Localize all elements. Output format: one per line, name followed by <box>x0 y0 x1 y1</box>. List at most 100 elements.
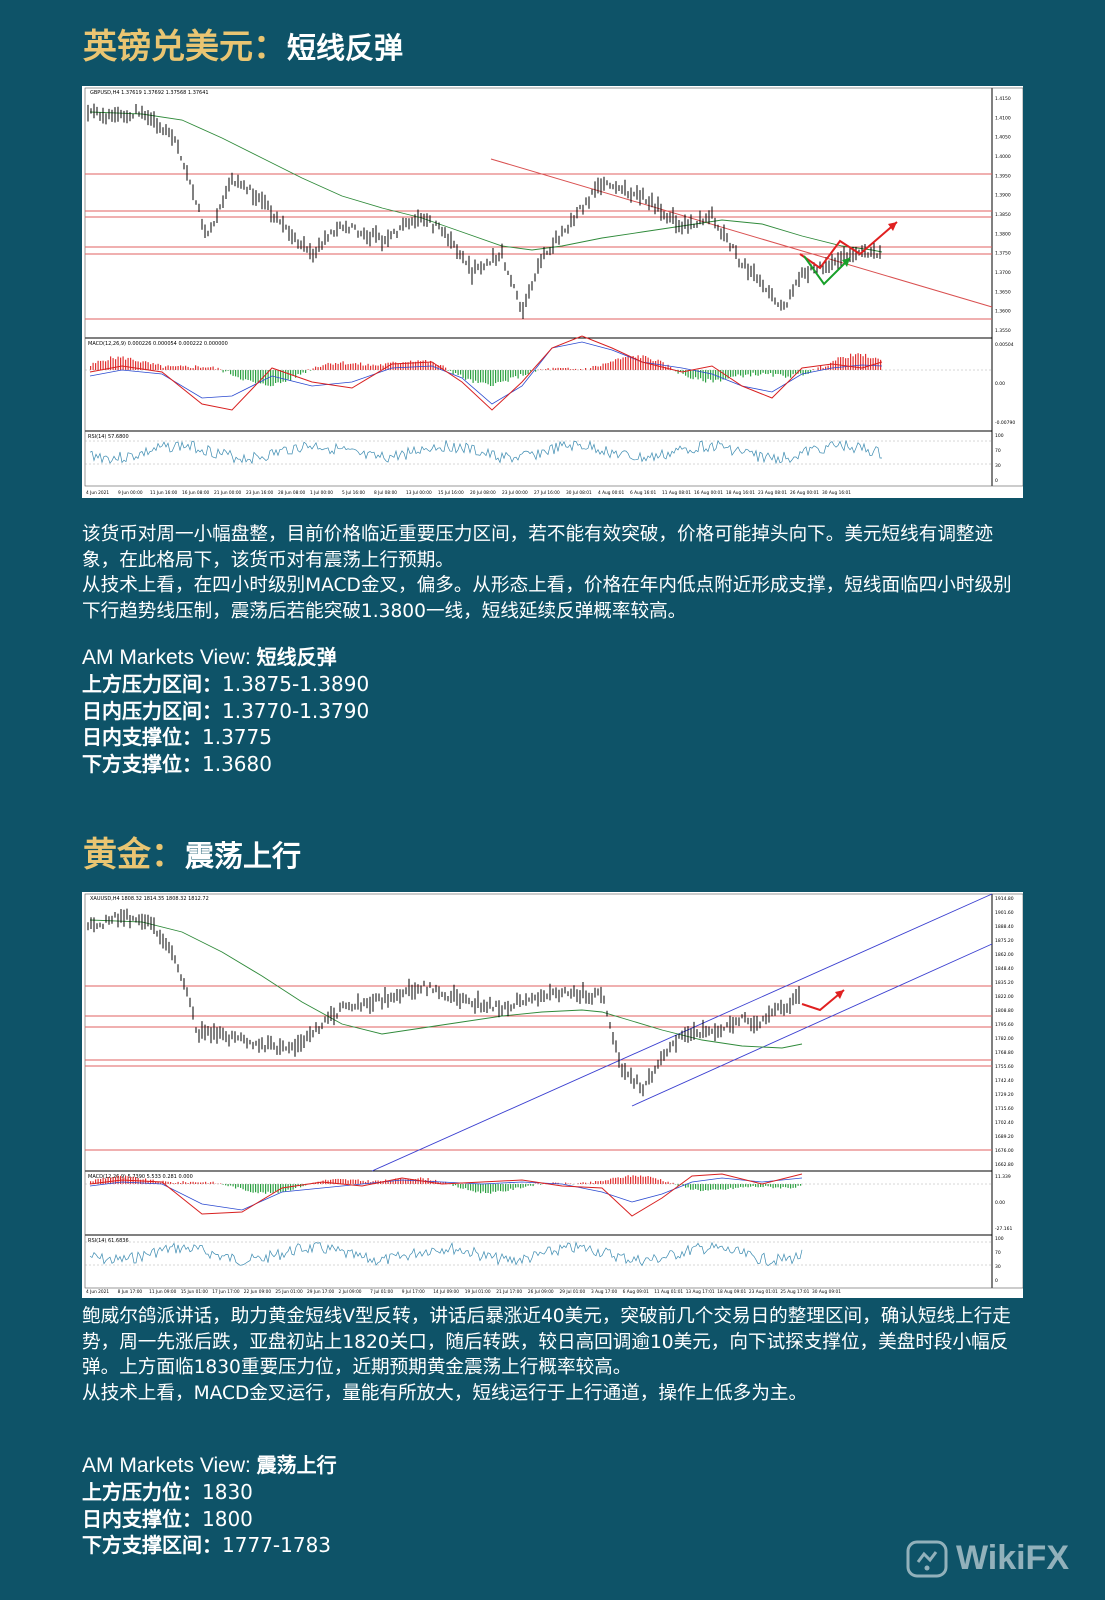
macd-bar-108 <box>360 1181 362 1184</box>
macd-bar-283 <box>797 1184 799 1186</box>
macd-bar-133 <box>422 360 424 370</box>
c1rsiax-tick-2: 30 <box>995 463 1001 469</box>
macd-bar-315 <box>877 358 879 370</box>
macd-bar-81 <box>292 370 294 376</box>
section2-view-value-3: 1777-1783 <box>222 1533 332 1558</box>
macd-bar-225 <box>652 361 654 370</box>
macd-bar-171 <box>517 1184 519 1188</box>
macd-bar-103 <box>347 1180 349 1184</box>
macd-bar-72 <box>270 370 272 387</box>
macd-bar-116 <box>380 364 382 370</box>
macd-bar-140 <box>440 1182 442 1184</box>
macd-bar-124 <box>400 363 402 370</box>
macd-bar-43 <box>197 366 199 370</box>
macd-bar-256 <box>730 1184 732 1188</box>
macd-bar-274 <box>775 370 777 374</box>
macd-bar-97 <box>332 364 334 370</box>
macd-bar-210 <box>615 1177 617 1184</box>
macd-bar-144 <box>450 370 452 371</box>
macd-bar-256 <box>730 370 732 377</box>
macd-bar-193 <box>572 369 574 370</box>
macd-bar-275 <box>777 370 779 374</box>
macd-bar-27 <box>157 363 159 370</box>
macd-bar-180 <box>540 1184 542 1185</box>
macd-bar-36 <box>180 365 182 370</box>
macd-bar-237 <box>682 1184 684 1186</box>
macd-bar-23 <box>147 362 149 370</box>
macd-bar-280 <box>790 370 792 378</box>
c2dates-tick-12: 19 Jul 01:00 <box>465 1289 491 1295</box>
macd-bar-227 <box>657 1179 659 1184</box>
macd-bar-167 <box>507 370 509 382</box>
c1dates-tick-2: 11 Jun 16:00 <box>150 490 178 496</box>
macd-bar-200 <box>590 1181 592 1184</box>
c2dates-tick-17: 6 Aug 09:01 <box>623 1289 650 1295</box>
macd-bar-273 <box>772 370 774 377</box>
macd-bar-255 <box>727 370 729 379</box>
macd-bar-82 <box>295 370 297 378</box>
macd-bar-222 <box>645 1176 647 1184</box>
macd-bar-281 <box>792 1184 794 1188</box>
macd-bar-73 <box>272 1184 274 1193</box>
c2dates-tick-3: 15 Jun 01:00 <box>181 1289 209 1295</box>
macd-bar-0 <box>90 1181 92 1184</box>
macd-bar-65 <box>252 370 254 382</box>
macd-bar-147 <box>457 370 459 376</box>
macd-bar-18 <box>135 361 137 370</box>
macd-bar-289 <box>812 369 814 370</box>
macd-bar-108 <box>360 362 362 370</box>
macd-bar-204 <box>600 1180 602 1184</box>
macd-bar-8 <box>110 1177 112 1184</box>
macd-bar-40 <box>190 1181 192 1184</box>
macd-bar-103 <box>347 364 349 370</box>
macd-bar-250 <box>715 1184 717 1190</box>
macd-bar-245 <box>702 1184 704 1191</box>
macd-bar-173 <box>522 370 524 376</box>
macd-bar-216 <box>630 1176 632 1184</box>
macd-bar-267 <box>757 370 759 376</box>
macd-bar-21 <box>142 1179 144 1184</box>
macd-bar-52 <box>220 1183 222 1184</box>
macd-bar-242 <box>695 370 697 378</box>
macd-bar-26 <box>155 1181 157 1184</box>
macd-bar-97 <box>332 1179 334 1184</box>
macd-bar-29 <box>162 367 164 370</box>
gbpusd-downtrend-line <box>490 158 993 308</box>
macd-bar-307 <box>857 353 859 370</box>
section1-market-view: AM Markets View: 短线反弹 上方压力区间：1.3875-1.38… <box>82 644 782 777</box>
macd-bar-287 <box>807 370 809 374</box>
c2dates-tick-18: 11 Aug 01:01 <box>654 1289 683 1295</box>
macd-bar-8 <box>110 356 112 370</box>
c1prices-tick-2: 1.4050 <box>995 135 1011 141</box>
macd-bar-201 <box>592 366 594 370</box>
xauusd-date-axis: 4 Jun 2021 8 Jun 17:00 11 Jun 09:00 15 Jun … <box>86 1289 841 1295</box>
macd-bar-2 <box>95 363 97 370</box>
macd-bar-264 <box>750 1184 752 1187</box>
macd-bar-244 <box>700 370 702 379</box>
macd-bar-162 <box>495 370 497 384</box>
macd-bar-296 <box>830 362 832 370</box>
macd-bar-129 <box>412 361 414 370</box>
macd-bar-258 <box>735 1184 737 1188</box>
macd-bar-180 <box>540 369 542 370</box>
macd-bar-134 <box>425 360 427 370</box>
macd-bar-251 <box>717 370 719 380</box>
macd-bar-92 <box>320 366 322 370</box>
macd-bar-196 <box>580 369 582 370</box>
macd-bar-299 <box>837 357 839 370</box>
macd-bar-201 <box>592 1183 594 1184</box>
macd-bar-286 <box>805 370 807 375</box>
macd-bar-190 <box>565 368 567 370</box>
section2-title-colon: ： <box>151 835 185 875</box>
macd-bar-123 <box>397 363 399 370</box>
macd-bar-196 <box>580 1182 582 1184</box>
xauusd-macd-label: MACD(12,26,9) 5.7390 5.533 0.281 0.000 <box>88 1174 193 1180</box>
section1-view-label-3: 日内支撑位： <box>82 725 202 750</box>
macd-bar-204 <box>600 366 602 370</box>
macd-bar-208 <box>610 361 612 370</box>
macd-bar-101 <box>342 361 344 370</box>
c1dates-tick-16: 4 Aug 00:01 <box>598 490 625 496</box>
xauusd-chart: XAUUSD,H4 1808.32 1814.35 1808.32 1812.7… <box>82 892 1023 1298</box>
macd-bar-225 <box>652 1177 654 1184</box>
macd-bar-114 <box>375 365 377 370</box>
